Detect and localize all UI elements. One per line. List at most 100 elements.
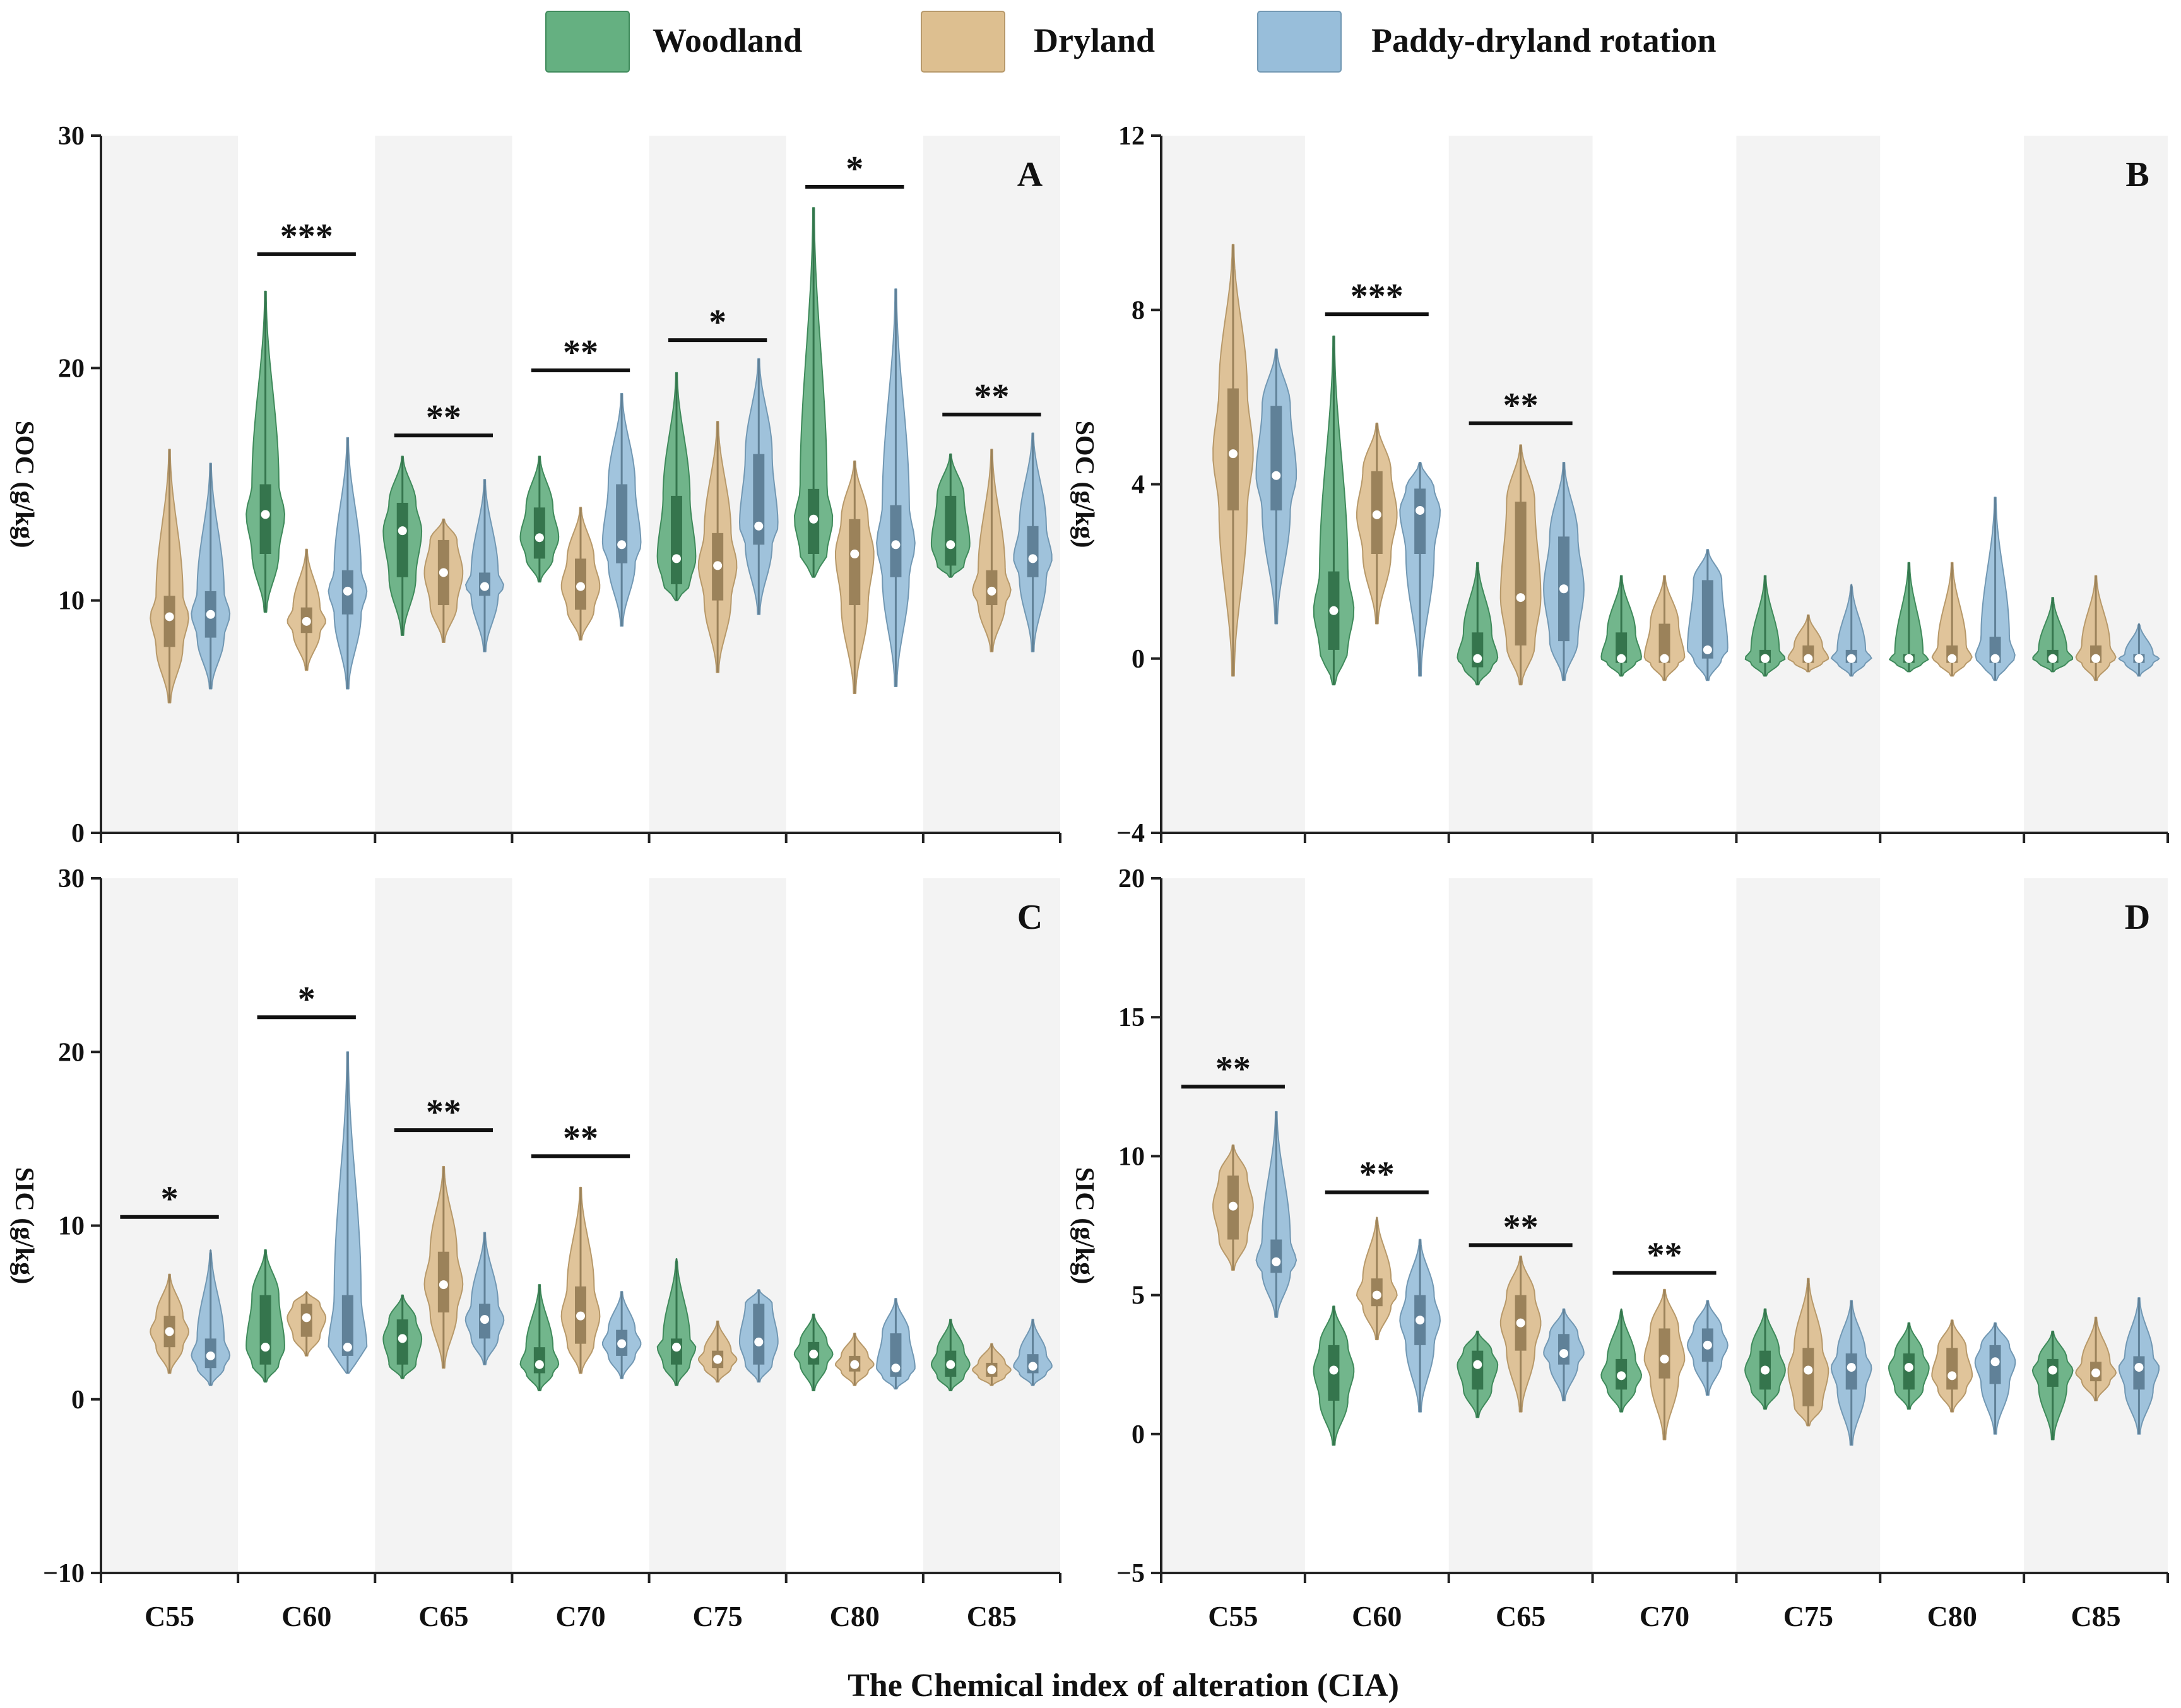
violin-woodland-c75 xyxy=(1744,1308,1786,1410)
significance-c70: ** xyxy=(531,333,630,373)
violin-dryland-c80 xyxy=(835,460,875,694)
background-band xyxy=(101,878,239,1573)
violin-dryland-c80 xyxy=(1931,1319,1973,1413)
violin-median-dot xyxy=(1416,505,1425,515)
violin-median-dot xyxy=(1660,654,1669,663)
category-label: C70 xyxy=(1640,1600,1689,1632)
violin-dryland-c80 xyxy=(1931,562,1973,677)
violin-paddy-dryland-rotation-c60 xyxy=(1399,462,1441,677)
significance-stars: ** xyxy=(1503,1208,1539,1247)
violin-median-dot xyxy=(1804,1365,1813,1375)
y-tick-label: 15 xyxy=(1118,1003,1145,1032)
category-label: C75 xyxy=(693,1600,743,1632)
violin-woodland-c65 xyxy=(382,456,423,636)
violin-median-dot xyxy=(672,554,681,563)
violin-median-dot xyxy=(398,526,407,536)
violin-dryland-c75 xyxy=(697,421,738,673)
violin-median-dot xyxy=(987,586,996,596)
violin-median-dot xyxy=(2091,1368,2101,1377)
violin-iqr-box xyxy=(1658,1328,1670,1379)
violin-iqr-box xyxy=(259,484,271,554)
panel-letter: B xyxy=(2125,155,2149,194)
violin-median-dot xyxy=(1416,1316,1425,1325)
violin-median-dot xyxy=(1516,1318,1525,1328)
violin-dryland-c85 xyxy=(972,449,1012,652)
category-label: C80 xyxy=(830,1600,880,1632)
category-label: C80 xyxy=(1927,1600,1977,1632)
violin-median-dot xyxy=(343,586,352,596)
violin-median-dot xyxy=(1329,1365,1339,1375)
background-band xyxy=(1448,878,1593,1573)
significance-stars: *** xyxy=(1351,277,1404,316)
violin-iqr-box xyxy=(1270,1239,1282,1273)
violin-median-dot xyxy=(1990,1357,2000,1367)
violin-median-dot xyxy=(1904,654,1913,663)
violin-median-dot xyxy=(398,1334,407,1343)
violin-paddy-dryland-rotation-c80 xyxy=(1975,497,2016,681)
violin-paddy-dryland-rotation-c55 xyxy=(191,1249,231,1386)
violin-woodland-c60 xyxy=(245,290,285,613)
violin-woodland-c85 xyxy=(2031,1330,2074,1440)
y-tick-label: 10 xyxy=(58,587,85,616)
violin-iqr-box xyxy=(1515,502,1527,646)
violin-median-dot xyxy=(480,582,489,591)
significance-c70: ** xyxy=(531,1119,630,1158)
violin-dryland-c70 xyxy=(1643,575,1686,681)
significance-stars: * xyxy=(709,303,726,342)
violin-median-dot xyxy=(1473,654,1482,663)
violin-median-dot xyxy=(576,582,585,591)
violin-paddy-dryland-rotation-c75 xyxy=(739,358,779,615)
violin-median-dot xyxy=(302,1313,311,1322)
violin-median-dot xyxy=(1617,1371,1626,1381)
y-tick-label: 30 xyxy=(58,122,85,151)
violin-iqr-box xyxy=(341,1295,353,1356)
violin-iqr-box xyxy=(1701,580,1713,659)
violin-median-dot xyxy=(1228,1201,1238,1211)
violin-median-dot xyxy=(302,616,311,626)
significance-c55: ** xyxy=(1181,1049,1285,1089)
significance-stars: ** xyxy=(1503,386,1539,425)
significance-c55: * xyxy=(120,1180,219,1219)
violin-dryland-c55 xyxy=(1212,244,1254,677)
significance-c65: ** xyxy=(1469,1208,1573,1247)
significance-stars: ** xyxy=(1215,1049,1251,1088)
violin-median-dot xyxy=(754,1337,764,1346)
violin-paddy-dryland-rotation-c70 xyxy=(1687,549,1729,681)
violin-median-dot xyxy=(1804,654,1813,663)
violin-woodland-c65 xyxy=(1457,562,1499,686)
violin-woodland-c80 xyxy=(1889,562,1929,673)
violin-dryland-c85 xyxy=(972,1343,1012,1386)
significance-c60: * xyxy=(257,980,356,1020)
legend-swatch xyxy=(921,11,1005,73)
violin-paddy-dryland-rotation-c80 xyxy=(876,1298,916,1390)
violin-woodland-c85 xyxy=(2032,597,2074,673)
violin-median-dot xyxy=(535,1360,544,1369)
violin-iqr-box xyxy=(1946,1348,1958,1390)
violin-median-dot xyxy=(1372,1290,1381,1300)
category-label: C85 xyxy=(2071,1600,2120,1632)
y-axis-title: SIC (g/kg) xyxy=(9,1167,38,1285)
legend-swatch xyxy=(545,11,630,73)
panel-d: −5 0 5 10 15 20 C55 C60 C65 C70 C75 C80 C85 SIC (g/kg… xyxy=(1070,864,2169,1632)
y-tick-label: 20 xyxy=(58,1038,85,1067)
violin-median-dot xyxy=(946,540,955,550)
violin-median-dot xyxy=(1904,1363,1913,1372)
significance-stars: ** xyxy=(563,1119,598,1158)
violin-median-dot xyxy=(1948,1371,1957,1381)
violin-median-dot xyxy=(1559,1349,1568,1358)
violin-median-dot xyxy=(165,612,174,621)
violin-paddy-dryland-rotation-c85 xyxy=(2118,623,2160,677)
violin-median-dot xyxy=(850,1360,860,1369)
violin-paddy-dryland-rotation-c65 xyxy=(1543,1308,1585,1401)
y-tick-label: 0 xyxy=(1132,1420,1145,1449)
significance-stars: ** xyxy=(974,377,1009,416)
violin-dryland-c85 xyxy=(2075,1316,2117,1401)
violin-iqr-box xyxy=(259,1295,271,1365)
violin-median-dot xyxy=(1761,654,1770,663)
significance-c65: ** xyxy=(1469,386,1573,425)
violin-median-dot xyxy=(1228,449,1238,459)
violin-paddy-dryland-rotation-c55 xyxy=(1255,348,1297,625)
violin-dryland-c60 xyxy=(287,548,326,671)
violin-dryland-c75 xyxy=(697,1320,738,1383)
